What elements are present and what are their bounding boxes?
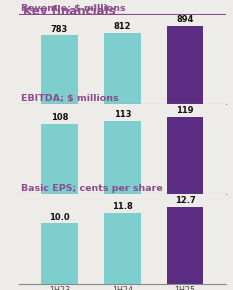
Bar xyxy=(41,224,78,284)
Text: 783: 783 xyxy=(51,25,68,34)
Text: 113: 113 xyxy=(113,110,131,119)
Text: 108: 108 xyxy=(51,113,68,122)
Text: Revenue; $ millions: Revenue; $ millions xyxy=(21,4,125,13)
Text: 10.0: 10.0 xyxy=(49,213,70,222)
Text: 812: 812 xyxy=(113,22,131,31)
Text: EBITDA; $ millions: EBITDA; $ millions xyxy=(21,94,118,103)
Bar xyxy=(104,33,140,104)
Bar xyxy=(167,117,203,194)
Bar xyxy=(104,121,140,194)
Text: 119: 119 xyxy=(176,106,194,115)
Text: 12.7: 12.7 xyxy=(175,196,195,205)
Bar xyxy=(104,213,140,284)
Text: 11.8: 11.8 xyxy=(112,202,133,211)
Bar xyxy=(167,207,203,284)
Text: 894: 894 xyxy=(176,15,194,24)
Bar xyxy=(41,124,78,194)
Text: Key financials: Key financials xyxy=(23,5,115,18)
Bar xyxy=(167,26,203,104)
Bar xyxy=(41,35,78,104)
Text: Basic EPS; cents per share: Basic EPS; cents per share xyxy=(21,184,162,193)
